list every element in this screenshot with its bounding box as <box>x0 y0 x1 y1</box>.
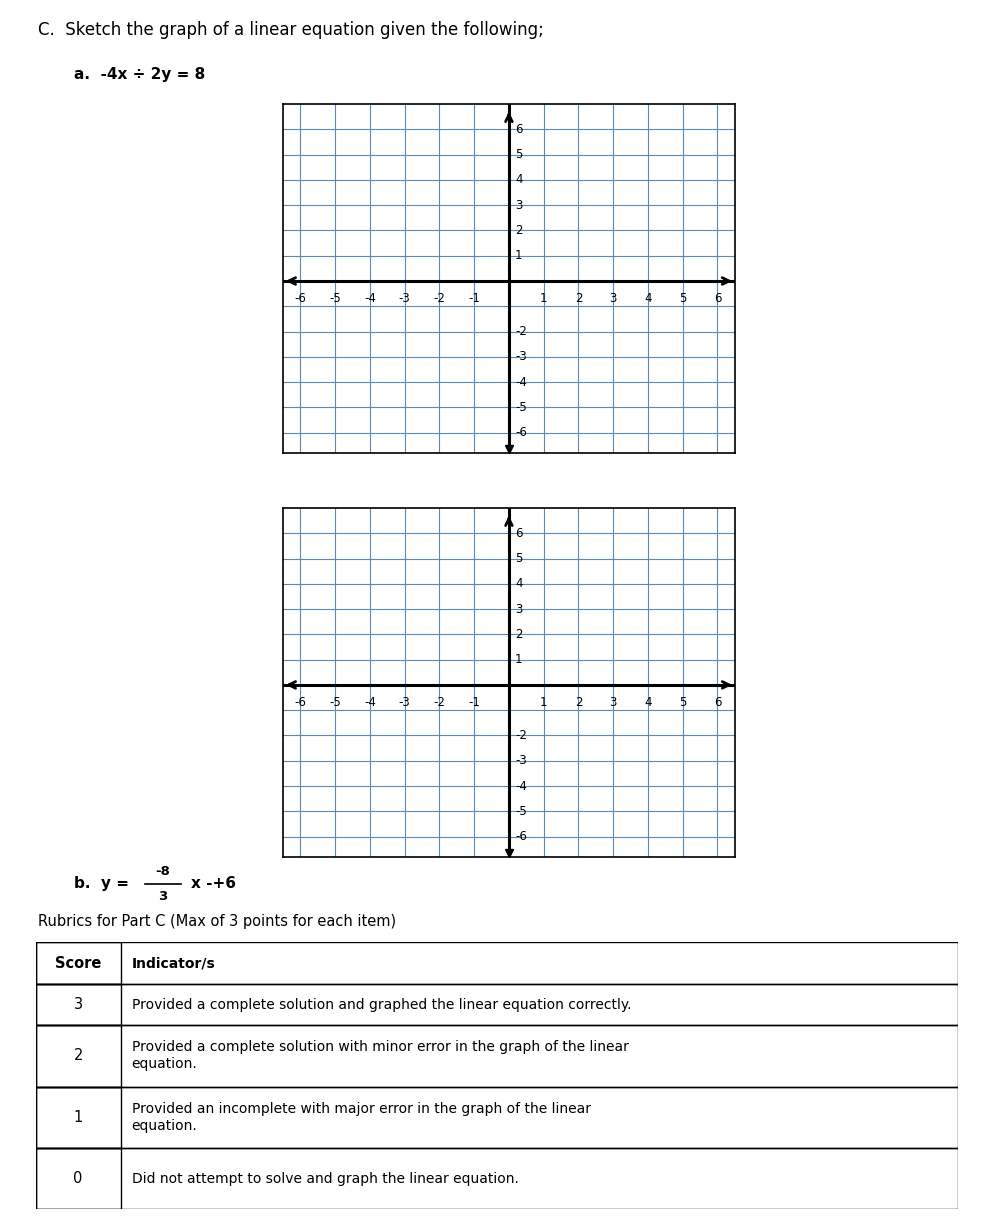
Text: 3: 3 <box>158 890 168 903</box>
Bar <box>36 1148 120 1209</box>
Text: 5: 5 <box>515 552 522 565</box>
Text: -2: -2 <box>515 326 527 338</box>
Text: -5: -5 <box>515 401 527 414</box>
Text: Indicator/s: Indicator/s <box>132 956 215 971</box>
Text: 1: 1 <box>515 250 522 262</box>
Text: 6: 6 <box>515 122 522 136</box>
Text: 5: 5 <box>679 293 686 305</box>
Bar <box>36 1087 958 1148</box>
Bar <box>36 1026 120 1087</box>
Text: 2: 2 <box>575 696 582 709</box>
Text: -2: -2 <box>434 696 445 709</box>
Text: -3: -3 <box>515 350 527 364</box>
Text: C.  Sketch the graph of a linear equation given the following;: C. Sketch the graph of a linear equation… <box>38 21 543 39</box>
Text: Did not attempt to solve and graph the linear equation.: Did not attempt to solve and graph the l… <box>132 1171 518 1186</box>
Text: 3: 3 <box>515 602 522 616</box>
Text: -5: -5 <box>330 293 341 305</box>
Text: -3: -3 <box>399 293 410 305</box>
Text: 6: 6 <box>714 293 721 305</box>
Text: 2: 2 <box>73 1049 82 1064</box>
Text: -4: -4 <box>515 780 527 792</box>
Text: 4: 4 <box>515 174 522 186</box>
Text: -3: -3 <box>399 696 410 709</box>
Text: 3: 3 <box>73 998 82 1012</box>
Text: -4: -4 <box>515 376 527 388</box>
Text: 1: 1 <box>73 1110 82 1125</box>
Text: 4: 4 <box>644 293 651 305</box>
Text: -2: -2 <box>515 730 527 742</box>
Text: -5: -5 <box>330 696 341 709</box>
Text: Provided an incomplete with major error in the graph of the linear: Provided an incomplete with major error … <box>132 1102 591 1115</box>
Text: -5: -5 <box>515 805 527 818</box>
Text: -1: -1 <box>469 696 480 709</box>
Text: -6: -6 <box>295 293 306 305</box>
Text: -8: -8 <box>156 865 170 879</box>
Text: -6: -6 <box>515 426 527 439</box>
Text: 6: 6 <box>714 696 721 709</box>
Text: -4: -4 <box>364 293 375 305</box>
Bar <box>36 1148 958 1209</box>
Bar <box>36 942 120 984</box>
Text: 1: 1 <box>540 293 547 305</box>
Text: x -+6: x -+6 <box>191 876 235 891</box>
Text: 4: 4 <box>644 696 651 709</box>
Text: -2: -2 <box>434 293 445 305</box>
Text: -3: -3 <box>515 754 527 767</box>
Text: 2: 2 <box>515 224 522 237</box>
Text: Provided a complete solution with minor error in the graph of the linear: Provided a complete solution with minor … <box>132 1040 629 1054</box>
Text: 5: 5 <box>515 148 522 162</box>
Text: -6: -6 <box>295 696 306 709</box>
Text: 4: 4 <box>515 578 522 590</box>
Text: 6: 6 <box>515 526 522 540</box>
Text: -6: -6 <box>515 830 527 843</box>
Bar <box>36 984 120 1026</box>
Text: -4: -4 <box>364 696 375 709</box>
Text: b.  y =: b. y = <box>74 876 135 891</box>
Bar <box>36 1087 120 1148</box>
Text: 3: 3 <box>610 696 617 709</box>
Text: Provided a complete solution and graphed the linear equation correctly.: Provided a complete solution and graphed… <box>132 998 632 1011</box>
Text: 3: 3 <box>515 198 522 212</box>
Text: 2: 2 <box>575 293 582 305</box>
Text: equation.: equation. <box>132 1119 198 1133</box>
Text: 5: 5 <box>679 696 686 709</box>
Text: a.  -4x ÷ 2y = 8: a. -4x ÷ 2y = 8 <box>74 67 206 82</box>
Text: 1: 1 <box>540 696 547 709</box>
Text: 1: 1 <box>515 654 522 666</box>
Text: 3: 3 <box>610 293 617 305</box>
Text: -1: -1 <box>469 293 480 305</box>
Bar <box>36 1026 958 1087</box>
Text: equation.: equation. <box>132 1058 198 1071</box>
Text: Rubrics for Part C (Max of 3 points for each item): Rubrics for Part C (Max of 3 points for … <box>38 914 396 929</box>
Text: 0: 0 <box>73 1171 82 1186</box>
Text: 2: 2 <box>515 628 522 641</box>
Bar <box>36 942 958 984</box>
Text: Score: Score <box>55 956 101 971</box>
Bar <box>36 984 958 1026</box>
